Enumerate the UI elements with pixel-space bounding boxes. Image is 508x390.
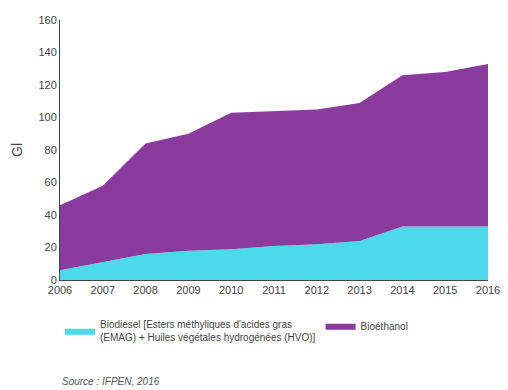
svg-text:2009: 2009 (176, 284, 200, 296)
svg-text:Source : IFPEN, 2016: Source : IFPEN, 2016 (62, 376, 160, 387)
svg-text:2010: 2010 (219, 284, 243, 296)
svg-text:Gl: Gl (9, 143, 25, 157)
svg-text:20: 20 (45, 241, 57, 253)
svg-text:2012: 2012 (305, 284, 329, 296)
svg-text:2013: 2013 (347, 284, 371, 296)
svg-text:2014: 2014 (390, 284, 414, 296)
svg-text:80: 80 (45, 144, 57, 156)
svg-text:2016: 2016 (476, 284, 500, 296)
svg-text:0: 0 (51, 274, 57, 286)
svg-text:40: 40 (45, 209, 57, 221)
svg-text:160: 160 (38, 14, 56, 26)
svg-text:Bioéthanol: Bioéthanol (361, 321, 408, 332)
svg-text:100: 100 (38, 111, 56, 123)
svg-text:2015: 2015 (433, 284, 457, 296)
svg-text:120: 120 (38, 79, 56, 91)
svg-text:2007: 2007 (91, 284, 115, 296)
svg-text:2008: 2008 (133, 284, 157, 296)
svg-text:60: 60 (45, 176, 57, 188)
svg-text:2006: 2006 (48, 284, 72, 296)
svg-text:Biodiesel [Esters méthyliques: Biodiesel [Esters méthyliques d'acides g… (100, 319, 316, 343)
svg-text:2011: 2011 (262, 284, 286, 296)
svg-text:140: 140 (38, 46, 56, 58)
